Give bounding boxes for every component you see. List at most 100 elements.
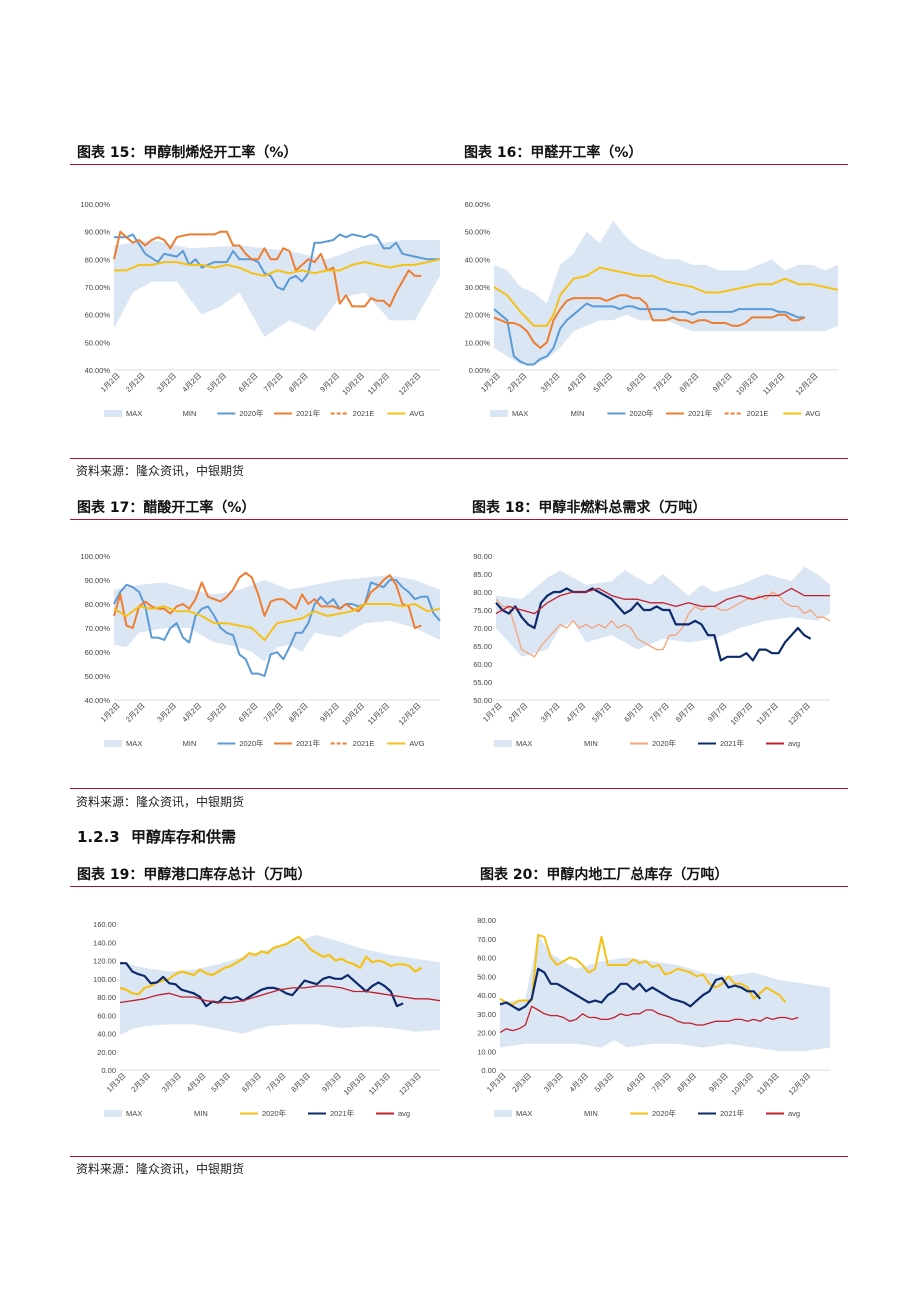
series-line-orange [493,294,806,349]
legend-label: AVG [805,409,820,418]
max-min-band [500,935,830,1052]
y-tick-label: 90.00% [85,228,111,237]
y-tick-label: 100.00% [80,552,110,561]
y-tick-label: 0.00% [469,366,491,375]
legend-label: 2021年 [330,1108,355,1118]
x-tick-label: 10月2日 [340,701,366,727]
x-tick-label: 9月3日 [320,1071,343,1094]
source-note: 资料来源：隆众资讯，中银期货 [76,464,245,478]
x-tick-label: 2月3日 [129,1071,152,1094]
legend-label: 2021年 [720,1108,745,1118]
max-min-band [114,575,440,662]
x-tick-label: 3月2日 [155,701,178,724]
chart-20: 80.00 70.00 60.00 50.00 40.00 30.00 20.00 10.00… [477,916,830,1118]
x-tick-label: 3月2日 [539,371,562,394]
x-tick-label: 11月3日 [367,1071,392,1096]
y-tick-label: 50.00% [465,228,491,237]
x-tick-label: 8月7日 [674,701,697,724]
chart-19: 160.00 140.00 120.00 100.00 80.00 60.00 40.00 2… [93,920,441,1118]
chart-title-16: 图表 16：甲醛开工率（%） [464,145,643,161]
series-line-orange [113,230,422,308]
legend-label: 2020年 [652,738,677,748]
y-tick-label: 100.00% [80,200,110,209]
series-line-blue [493,302,805,366]
x-tick-label: 6月3日 [625,1071,648,1094]
x-tick-label: 11月7日 [755,701,780,726]
series-line-gold [113,603,441,641]
legend-label: 2021E [353,409,375,418]
y-tick-label: 40.00% [85,696,111,705]
x-tick-label: 6月2日 [237,371,260,394]
series-line-gold [499,934,787,1006]
series-line-gold [119,935,423,996]
x-tick-label: 12月3日 [787,1071,813,1097]
y-tick-label: 50.00 [473,696,492,705]
x-tick-label: 2月2日 [506,371,529,394]
y-tick-label: 50.00% [85,338,111,347]
x-tick-label: 7月2日 [262,371,285,394]
series-line-gold [114,258,441,277]
y-tick-label: 65.00 [473,642,492,651]
x-tick-label: 9月2日 [711,371,734,394]
x-tick-label: 7月7日 [648,701,671,724]
y-tick-label: 10.00 [477,1047,496,1056]
y-tick-label: 70.00 [473,624,492,633]
title-rule [70,519,848,520]
source-rule [70,788,848,789]
x-tick-label: 12月7日 [786,701,812,727]
y-tick-label: 30.00% [465,283,491,292]
x-tick-label: 3月7日 [539,701,562,724]
x-tick-label: 6月7日 [622,701,645,724]
y-tick-label: 80.00 [97,993,116,1002]
legend-label: MAX [512,409,528,418]
legend-label: 2020年 [629,408,654,418]
y-tick-label: 20.00 [477,1029,496,1038]
legend-label: MIN [571,409,585,418]
legend-swatch [104,410,122,417]
y-tick-label: 120.00 [93,957,116,966]
x-tick-label: 5月2日 [592,371,615,394]
y-tick-label: 70.00% [85,283,111,292]
x-tick-label: 6月3日 [240,1071,263,1094]
x-tick-label: 8月3日 [675,1071,698,1094]
source-rule [70,458,848,459]
y-tick-label: 80.00 [477,916,496,925]
x-tick-label: 2月2日 [124,701,147,724]
legend-label: MAX [516,739,532,748]
legend-swatch [494,1110,512,1117]
series-line-blue [114,233,440,291]
source-note: 资料来源：隆众资讯，中银期货 [76,1162,245,1176]
series-line-navy [120,962,404,1008]
x-tick-label: 3月3日 [542,1071,565,1094]
x-tick-label: 12月3日 [397,1071,423,1097]
x-tick-label: 5月2日 [205,701,228,724]
x-tick-label: 10月2日 [340,371,366,397]
x-tick-label: 4月2日 [565,371,588,394]
legend-label: MIN [584,1109,598,1118]
chart-title-20: 图表 20：甲醇内地工厂总库存（万吨） [480,867,729,883]
x-tick-label: 2月3日 [510,1071,533,1094]
y-tick-label: 0.00 [481,1066,496,1075]
legend-label: MIN [183,409,197,418]
x-tick-label: 3月2日 [155,371,178,394]
y-tick-label: 90.00 [473,552,492,561]
legend-label: AVG [409,739,424,748]
y-tick-label: 40.00 [477,991,496,1000]
legend-swatch [490,410,508,417]
title-rule [70,164,848,165]
y-tick-label: 80.00 [473,588,492,597]
x-tick-label: 8月2日 [287,371,310,394]
chart-17: 100.00% 90.00% 80.00% 70.00% 60.00% 50.00% 40.… [80,552,441,748]
x-tick-label: 8月3日 [289,1071,312,1094]
x-tick-label: 9月2日 [318,371,341,394]
y-tick-label: 80.00% [85,600,111,609]
x-tick-label: 10月3日 [342,1071,368,1097]
series-line-red [495,587,830,615]
max-min-band [496,566,830,657]
chart-title-15: 图表 15：甲醇制烯烃开工率（%） [77,145,298,161]
x-tick-label: 12月2日 [397,371,423,397]
y-tick-label: 30.00 [477,1010,496,1019]
legend-label: avg [398,1109,410,1118]
x-tick-label: 12月2日 [794,371,820,397]
legend-label: MIN [584,739,598,748]
